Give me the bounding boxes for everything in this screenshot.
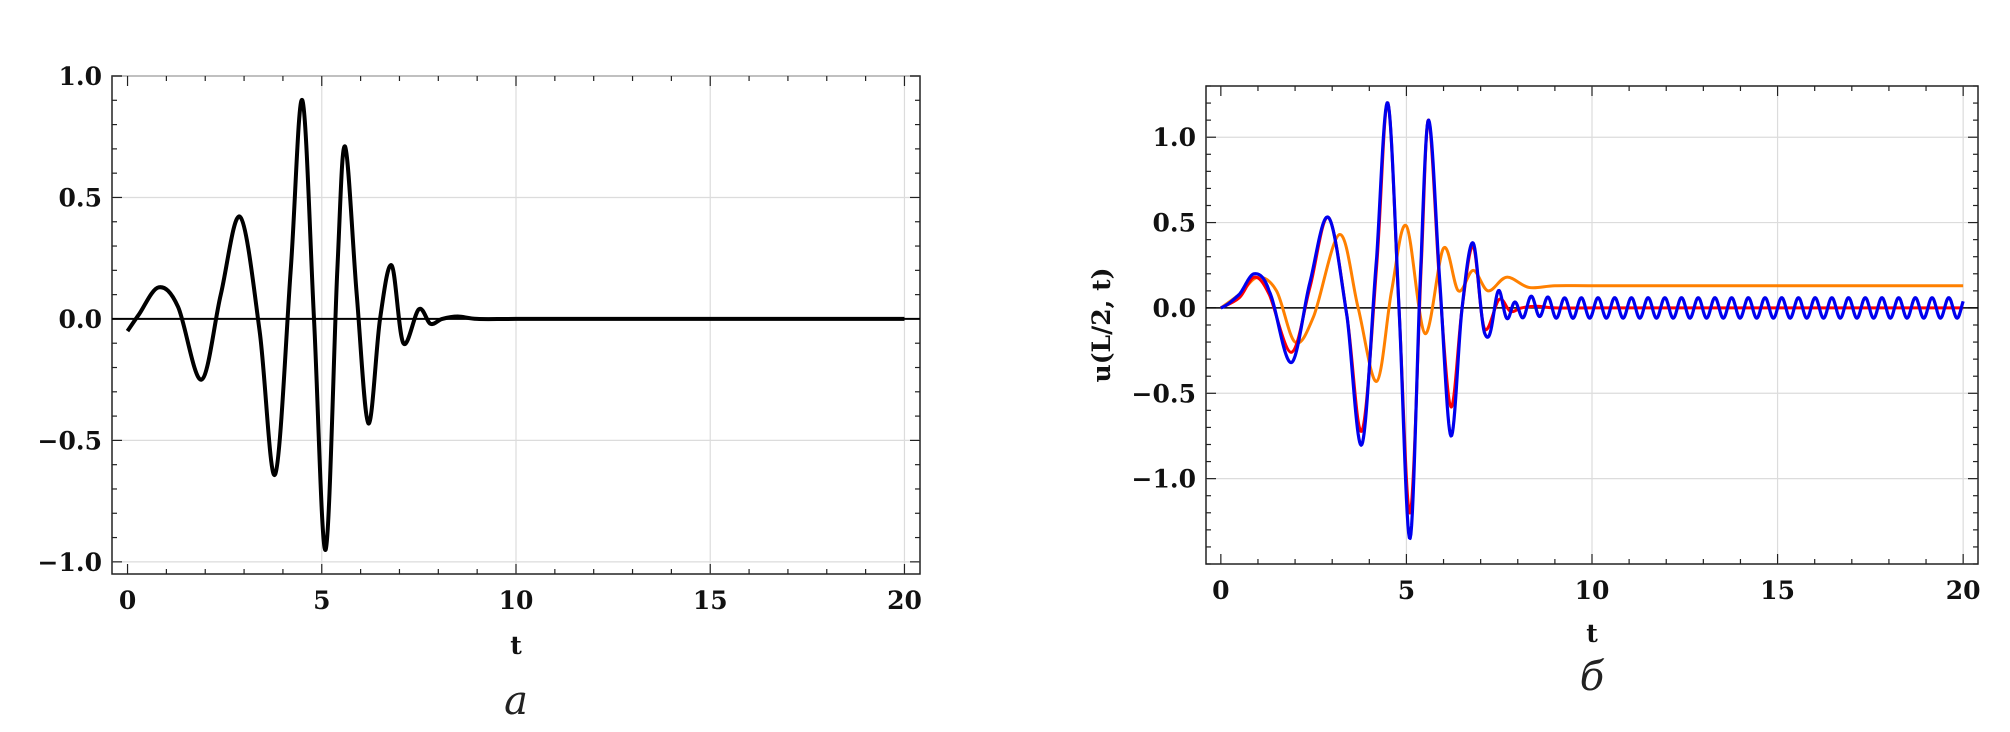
a-y-tick-label-3: 0.5 [59, 183, 103, 212]
chart-b-series [1219, 101, 1965, 540]
b-y-tick-label-3: 0.5 [1153, 209, 1197, 238]
b-y-tick-label-0: −1.0 [1132, 465, 1196, 494]
b-y-tick-label-2: 0.0 [1153, 294, 1197, 323]
chart-b-caption: б [1580, 654, 1605, 700]
chart-a-grid [112, 75, 920, 574]
a-x-tick-label-1: 5 [313, 586, 330, 615]
a-x-tick-label-2: 10 [499, 586, 534, 615]
b-y-tick-label-1: −0.5 [1132, 379, 1196, 408]
a-y-tick-label-4: 1.0 [59, 62, 103, 91]
chart-b-x-axis-label: t [1586, 619, 1598, 648]
a-x-tick-label-3: 15 [693, 586, 728, 615]
a-y-tick-label-0: −1.0 [38, 548, 102, 577]
chart-a-caption: a [504, 678, 528, 724]
a-series-line-0 [125, 98, 905, 552]
chart-a-x-axis-label: t [510, 631, 522, 660]
chart-a-series [125, 98, 905, 552]
a-y-tick-label-2: 0.0 [59, 305, 103, 334]
b-x-tick-label-4: 20 [1946, 576, 1981, 605]
b-series-line-2 [1219, 101, 1965, 540]
chart-a-minor-ticks [112, 75, 920, 574]
chart-a-y-tick-labels: −1.0 −0.5 0.0 0.5 1.0 [38, 62, 102, 577]
b-x-tick-label-1: 5 [1398, 576, 1415, 605]
b-y-tick-label-4: 1.0 [1153, 123, 1197, 152]
chart-a: 0 5 10 15 20 −1.0 −0.5 0.0 0.5 1.0 t a [38, 62, 922, 724]
chart-b-grid [1206, 86, 1978, 564]
a-x-tick-label-0: 0 [119, 586, 136, 615]
b-series-line-0 [1219, 223, 1964, 383]
chart-b: 0 5 10 15 20 −1.0 −0.5 0.0 0.5 1.0 t u(L/2, t) б [1087, 85, 1981, 700]
chart-b-y-tick-labels: −1.0 −0.5 0.0 0.5 1.0 [1132, 123, 1196, 493]
chart-b-x-tick-labels: 0 5 10 15 20 [1212, 576, 1980, 605]
a-y-tick-label-1: −0.5 [38, 426, 102, 455]
b-x-tick-label-2: 10 [1575, 576, 1610, 605]
a-x-tick-label-4: 20 [887, 586, 922, 615]
chart-a-x-tick-labels: 0 5 10 15 20 [119, 586, 922, 615]
b-x-tick-label-0: 0 [1212, 576, 1229, 605]
b-x-tick-label-3: 15 [1760, 576, 1795, 605]
chart-b-y-axis-label: u(L/2, t) [1087, 268, 1116, 383]
